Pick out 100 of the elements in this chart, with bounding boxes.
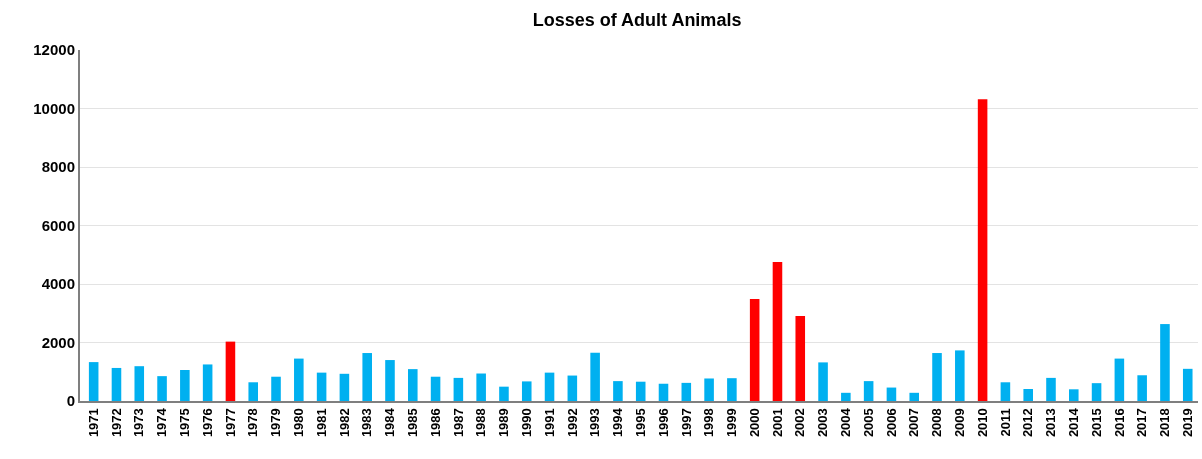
bar xyxy=(1091,383,1102,401)
bar xyxy=(134,366,145,401)
x-tick-label: 2010 xyxy=(974,408,990,438)
bar xyxy=(1182,368,1193,401)
x-tick-label: 1985 xyxy=(405,408,421,438)
bar xyxy=(613,381,623,401)
x-tick-label: 2000 xyxy=(746,408,762,438)
x-tick-label: 1976 xyxy=(199,408,215,438)
bar xyxy=(407,369,418,401)
x-tick-label: 2011 xyxy=(997,408,1013,437)
bar xyxy=(157,376,167,401)
x-tick-label: 1982 xyxy=(336,408,352,438)
y-tick-label: 6000 xyxy=(41,216,75,234)
bar xyxy=(316,372,327,401)
x-tick-label: 1979 xyxy=(268,408,284,438)
y-tick-label: 12000 xyxy=(33,41,75,59)
bar xyxy=(1137,375,1147,401)
bar xyxy=(499,386,509,401)
bar xyxy=(955,350,965,401)
bar xyxy=(567,375,578,401)
x-tick-label: 1995 xyxy=(632,408,648,438)
x-tick-label: 2004 xyxy=(838,407,854,438)
x-tick-label: 1980 xyxy=(291,408,307,438)
bar xyxy=(932,353,942,401)
bar xyxy=(1160,324,1170,401)
y-tick-label: 8000 xyxy=(41,158,75,176)
bar xyxy=(681,382,692,401)
x-tick-label: 1986 xyxy=(427,408,443,438)
x-tick-label: 1975 xyxy=(177,408,193,438)
bar xyxy=(772,262,783,401)
y-tick-label: 2000 xyxy=(41,333,75,351)
bar xyxy=(1068,389,1079,401)
bar xyxy=(727,378,737,401)
x-tick-label: 2008 xyxy=(929,408,945,438)
x-tick-label: 2005 xyxy=(860,408,876,438)
x-tick-label: 1999 xyxy=(724,408,740,438)
chart-title: Losses of Adult Animals xyxy=(532,10,742,31)
bar xyxy=(544,372,555,401)
bar xyxy=(225,341,236,401)
y-tick-label: 10000 xyxy=(33,99,75,117)
x-tick-label: 1981 xyxy=(313,408,329,438)
x-tick-label: 1993 xyxy=(587,408,603,438)
x-tick-label: 1997 xyxy=(678,408,694,438)
x-tick-label: 2009 xyxy=(952,408,968,438)
bar xyxy=(886,387,897,401)
x-tick-label: 2012 xyxy=(1020,408,1036,438)
bar xyxy=(521,381,532,401)
bar xyxy=(1000,382,1011,401)
x-tick-label: 2014 xyxy=(1066,407,1082,438)
bar xyxy=(1046,377,1056,401)
x-tick-label: 1989 xyxy=(496,408,512,438)
bar xyxy=(635,381,646,401)
x-tick-label: 2016 xyxy=(1111,408,1127,438)
x-tick-label: 1978 xyxy=(245,408,261,438)
bar xyxy=(795,315,806,401)
x-tick-label: 1987 xyxy=(450,408,466,438)
bar xyxy=(704,378,714,401)
x-tick-label: 1971 xyxy=(85,408,101,438)
bar xyxy=(977,99,988,401)
bar xyxy=(749,298,760,401)
bar xyxy=(430,376,441,401)
y-tick-label: 4000 xyxy=(41,275,75,293)
bar xyxy=(1023,389,1033,401)
x-tick-label: 2002 xyxy=(792,408,808,438)
bar xyxy=(248,382,259,401)
bar xyxy=(1114,358,1125,401)
bar xyxy=(202,364,213,401)
x-tick-label: 1974 xyxy=(154,407,170,438)
bar xyxy=(453,377,464,401)
x-tick-label: 2001 xyxy=(769,408,785,438)
y-tick-label: 0 xyxy=(66,392,75,410)
x-tick-label: 1992 xyxy=(564,408,580,438)
x-tick-label: 2019 xyxy=(1179,408,1195,438)
x-tick-label: 2013 xyxy=(1043,408,1059,438)
x-tick-label: 2006 xyxy=(883,408,899,438)
bar xyxy=(818,362,828,401)
x-tick-label: 1972 xyxy=(108,408,124,438)
x-tick-label: 1988 xyxy=(473,408,489,438)
x-tick-label: 1990 xyxy=(518,408,534,438)
bar xyxy=(909,392,920,401)
x-tick-label: 2007 xyxy=(906,408,922,438)
x-tick-label: 2017 xyxy=(1134,408,1150,438)
x-tick-label: 1983 xyxy=(359,408,375,438)
x-tick-label: 1991 xyxy=(541,408,557,438)
bar xyxy=(476,373,486,401)
x-tick-label: 1994 xyxy=(610,407,626,438)
bar xyxy=(88,362,99,401)
x-tick-label: 1996 xyxy=(655,408,671,438)
bar xyxy=(180,370,190,401)
bar xyxy=(362,353,372,401)
x-tick-label: 2015 xyxy=(1088,408,1104,438)
x-tick-label: 2018 xyxy=(1157,408,1173,438)
bar xyxy=(658,383,669,401)
bar xyxy=(863,381,874,401)
x-tick-label: 2003 xyxy=(815,408,831,438)
bar xyxy=(590,352,600,401)
x-tick-label: 1984 xyxy=(382,407,398,438)
x-tick-label: 1977 xyxy=(222,408,238,438)
bar xyxy=(385,360,395,401)
x-tick-label: 1998 xyxy=(701,408,717,438)
